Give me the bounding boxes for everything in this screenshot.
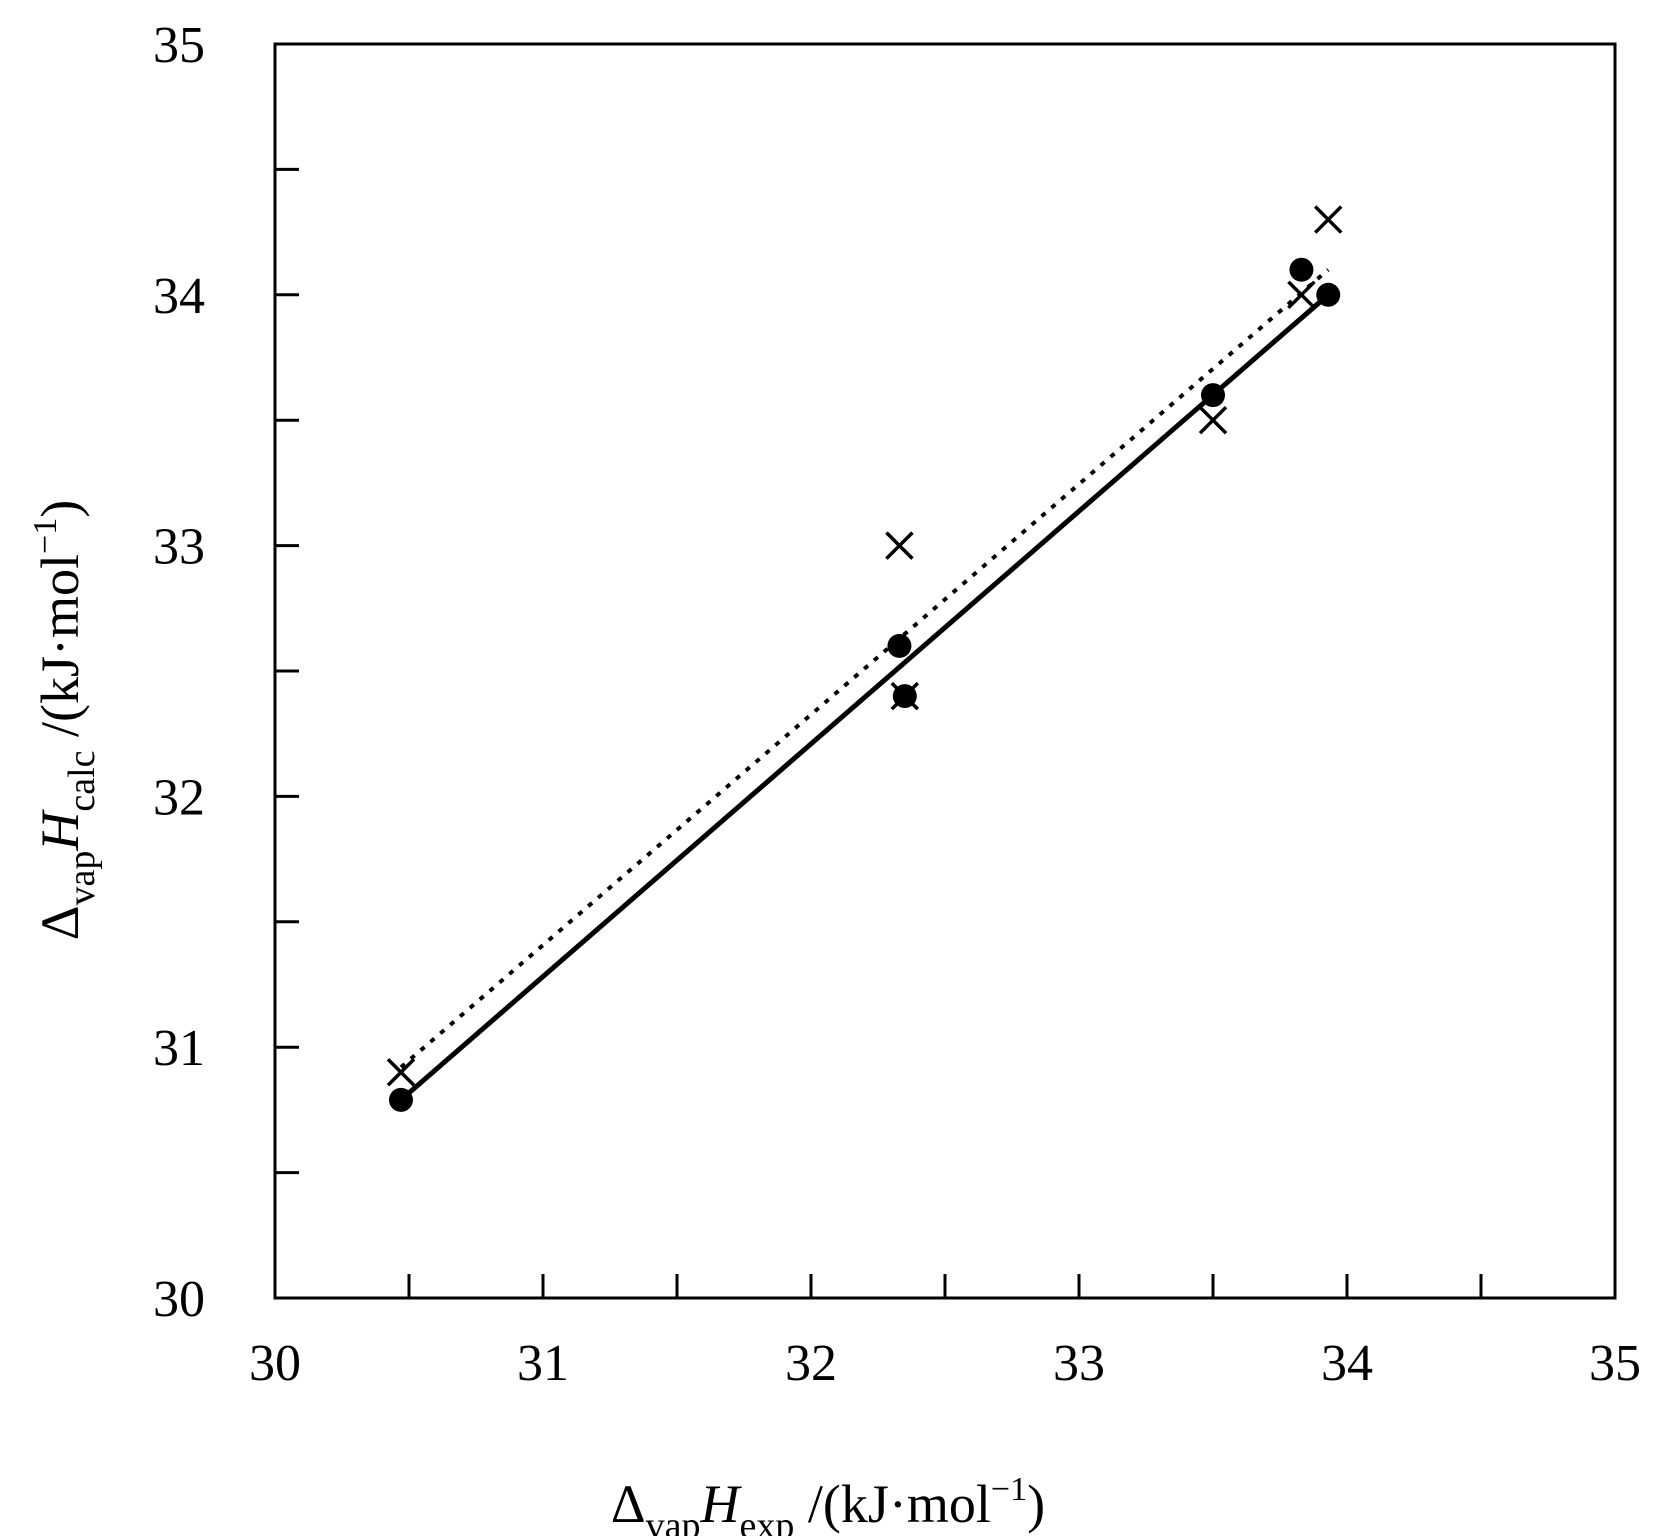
y-tick-label: 30: [153, 1271, 205, 1328]
y-tick-label: 35: [153, 17, 205, 74]
plot-area: [273, 42, 1617, 1300]
x-point: [1198, 405, 1228, 435]
circle-point: [1316, 282, 1341, 307]
y-tick-label: 31: [153, 1020, 205, 1077]
x-tick-label: 32: [785, 1335, 837, 1392]
dotted-fit-line: [399, 268, 1330, 1069]
y-tick-label: 33: [153, 519, 205, 576]
y-axis-label: ΔvapHcalc /(kJ·mol−1): [27, 500, 103, 940]
x-point: [386, 1058, 416, 1087]
circle-point: [1289, 257, 1314, 282]
x-tick-label: 35: [1589, 1335, 1641, 1392]
circle-point: [887, 633, 912, 658]
circle-point: [1201, 383, 1225, 408]
x-point: [1314, 205, 1343, 234]
circle-point: [388, 1087, 413, 1112]
solid-fit-line: [399, 292, 1330, 1102]
x-point: [1287, 280, 1316, 310]
y-tick-label: 32: [153, 769, 205, 826]
x-tick-label: 33: [1053, 1335, 1105, 1392]
x-tick-label: 34: [1321, 1335, 1373, 1392]
x-point: [890, 681, 920, 711]
x-tick-label: 30: [249, 1335, 301, 1392]
y-tick-label: 34: [153, 268, 205, 325]
plot-frame: [273, 42, 1617, 1300]
x-axis-label: ΔvapHexp /(kJ·mol−1): [611, 1471, 1045, 1536]
x-point: [885, 531, 914, 560]
x-tick-label: 31: [517, 1335, 569, 1392]
axis-ticks: 30 31 32 33 34 35 30 31 32 33 34 35: [153, 17, 1641, 1392]
